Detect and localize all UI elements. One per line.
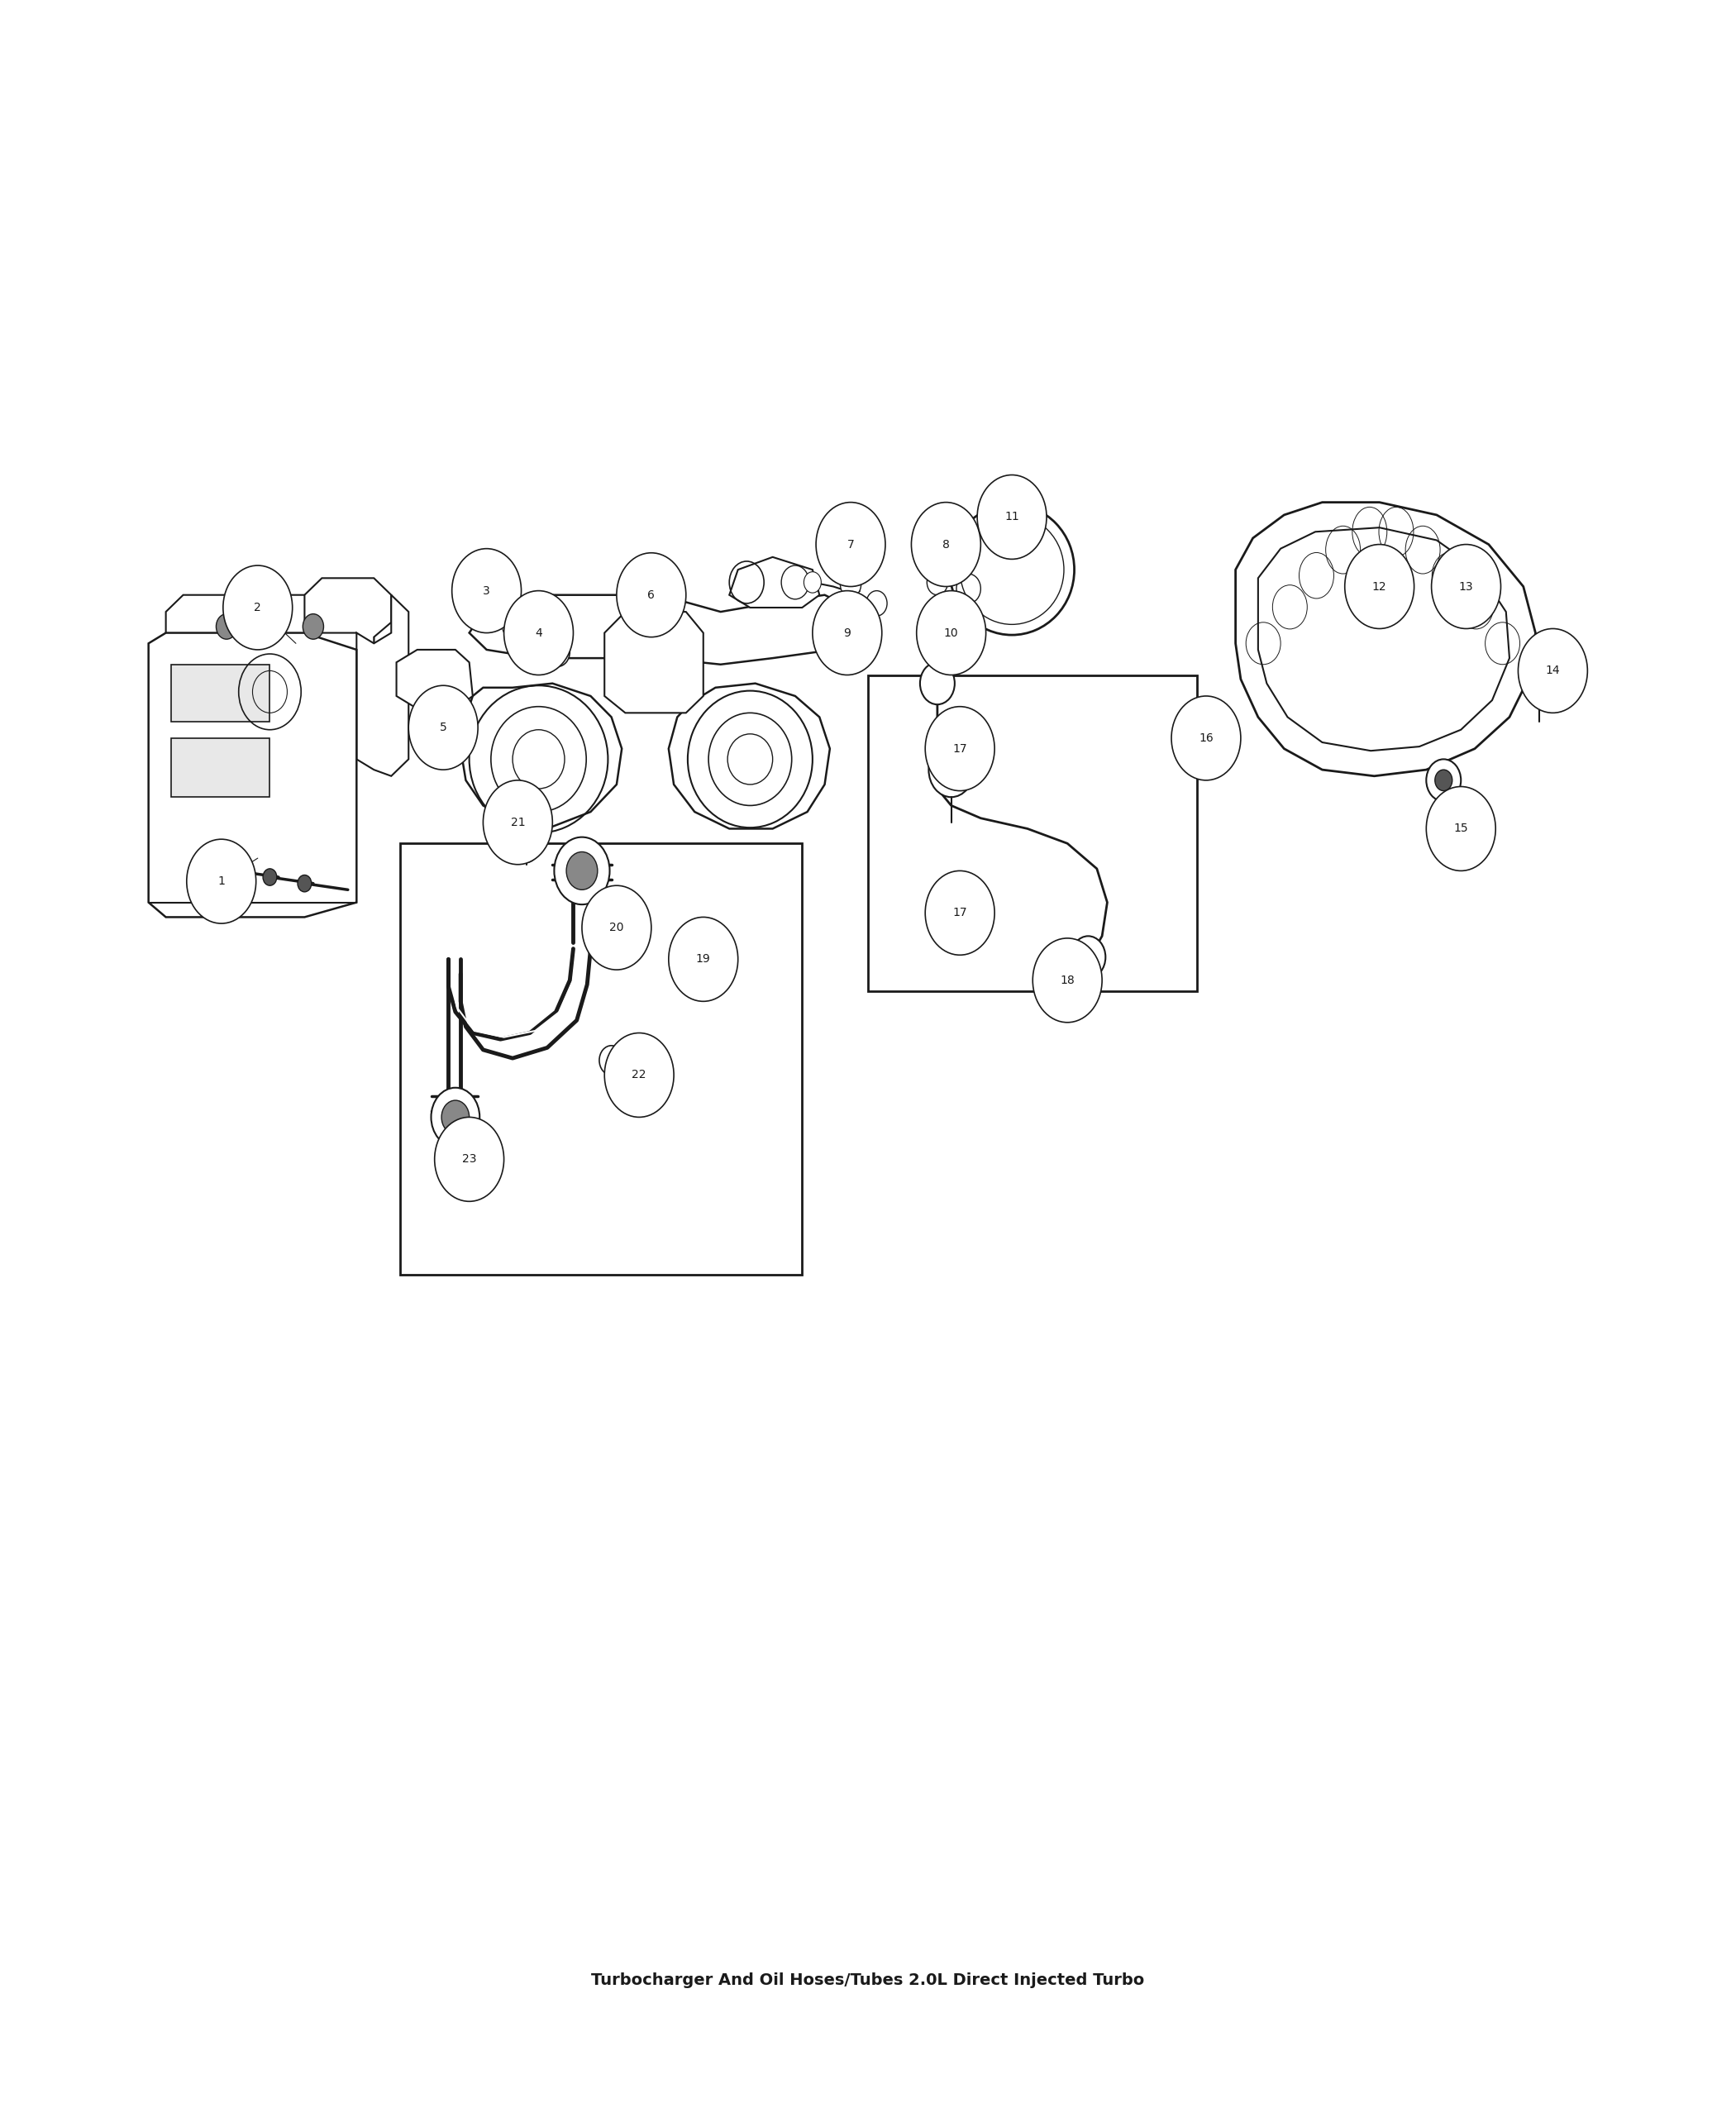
Circle shape <box>804 571 821 592</box>
Circle shape <box>927 569 948 594</box>
Circle shape <box>297 875 311 892</box>
Circle shape <box>957 573 981 603</box>
Circle shape <box>925 706 995 790</box>
Circle shape <box>434 1117 503 1202</box>
Text: Turbocharger And Oil Hoses/Tubes 2.0L Direct Injected Turbo: Turbocharger And Oil Hoses/Tubes 2.0L Di… <box>592 1973 1144 1988</box>
Text: 3: 3 <box>483 584 490 597</box>
Circle shape <box>1033 938 1102 1022</box>
Circle shape <box>925 871 995 955</box>
Circle shape <box>1432 544 1502 628</box>
Text: 17: 17 <box>953 906 967 919</box>
Text: 14: 14 <box>1545 664 1561 677</box>
Circle shape <box>483 780 552 864</box>
Circle shape <box>262 868 276 885</box>
Text: 17: 17 <box>953 742 967 755</box>
Circle shape <box>514 833 538 862</box>
Circle shape <box>1050 949 1075 978</box>
Circle shape <box>451 548 521 632</box>
Circle shape <box>1368 567 1385 588</box>
Text: 10: 10 <box>944 626 958 639</box>
Text: 16: 16 <box>1200 731 1213 744</box>
Circle shape <box>616 552 686 637</box>
Circle shape <box>616 1086 634 1107</box>
Circle shape <box>977 474 1047 559</box>
Polygon shape <box>729 557 819 607</box>
Circle shape <box>566 852 597 890</box>
Circle shape <box>503 611 528 641</box>
Polygon shape <box>172 664 269 721</box>
Bar <box>399 843 802 1275</box>
Polygon shape <box>149 632 356 917</box>
Text: 11: 11 <box>1005 512 1019 523</box>
Polygon shape <box>304 578 391 647</box>
Circle shape <box>545 637 569 666</box>
Polygon shape <box>604 611 703 713</box>
Polygon shape <box>356 594 408 776</box>
Circle shape <box>816 502 885 586</box>
Polygon shape <box>396 649 472 708</box>
Circle shape <box>604 1033 674 1117</box>
Bar <box>868 675 1198 991</box>
Circle shape <box>302 613 323 639</box>
Text: 23: 23 <box>462 1153 476 1166</box>
Circle shape <box>929 742 974 797</box>
Text: 5: 5 <box>439 721 446 734</box>
Text: 2: 2 <box>253 601 262 613</box>
Circle shape <box>840 571 861 597</box>
Circle shape <box>194 856 208 873</box>
Circle shape <box>1519 628 1587 713</box>
Polygon shape <box>469 594 851 664</box>
Circle shape <box>668 917 738 1001</box>
Text: 1: 1 <box>217 875 226 887</box>
Circle shape <box>503 590 573 675</box>
Circle shape <box>227 862 241 879</box>
Text: 21: 21 <box>510 816 524 828</box>
Text: 12: 12 <box>1371 580 1387 592</box>
Text: 7: 7 <box>847 540 854 550</box>
Polygon shape <box>172 738 269 797</box>
Text: 15: 15 <box>1453 822 1469 835</box>
Circle shape <box>582 885 651 970</box>
Text: 20: 20 <box>609 921 623 934</box>
Text: 8: 8 <box>943 540 950 550</box>
Circle shape <box>917 590 986 675</box>
Circle shape <box>1446 584 1463 605</box>
Circle shape <box>911 502 981 586</box>
Text: 13: 13 <box>1458 580 1474 592</box>
Circle shape <box>215 613 236 639</box>
Polygon shape <box>460 683 621 826</box>
Circle shape <box>1172 696 1241 780</box>
Circle shape <box>1436 769 1453 790</box>
Circle shape <box>441 1100 469 1134</box>
Circle shape <box>812 590 882 675</box>
Circle shape <box>920 662 955 704</box>
Circle shape <box>187 839 255 923</box>
Circle shape <box>599 1046 623 1075</box>
Circle shape <box>866 590 887 616</box>
Circle shape <box>554 837 609 904</box>
Circle shape <box>408 685 477 769</box>
Circle shape <box>259 613 279 639</box>
Text: 6: 6 <box>648 588 654 601</box>
Text: 4: 4 <box>535 626 542 639</box>
Text: 19: 19 <box>696 953 710 965</box>
Circle shape <box>1427 786 1496 871</box>
Text: 18: 18 <box>1061 974 1075 987</box>
Circle shape <box>1071 936 1106 978</box>
Circle shape <box>1524 662 1552 696</box>
Polygon shape <box>167 594 373 664</box>
Text: 9: 9 <box>844 626 851 639</box>
Circle shape <box>1345 544 1415 628</box>
Text: 22: 22 <box>632 1069 646 1081</box>
Polygon shape <box>668 683 830 828</box>
Circle shape <box>222 565 292 649</box>
Polygon shape <box>1236 502 1535 776</box>
Circle shape <box>431 1088 479 1147</box>
Circle shape <box>1427 759 1462 801</box>
